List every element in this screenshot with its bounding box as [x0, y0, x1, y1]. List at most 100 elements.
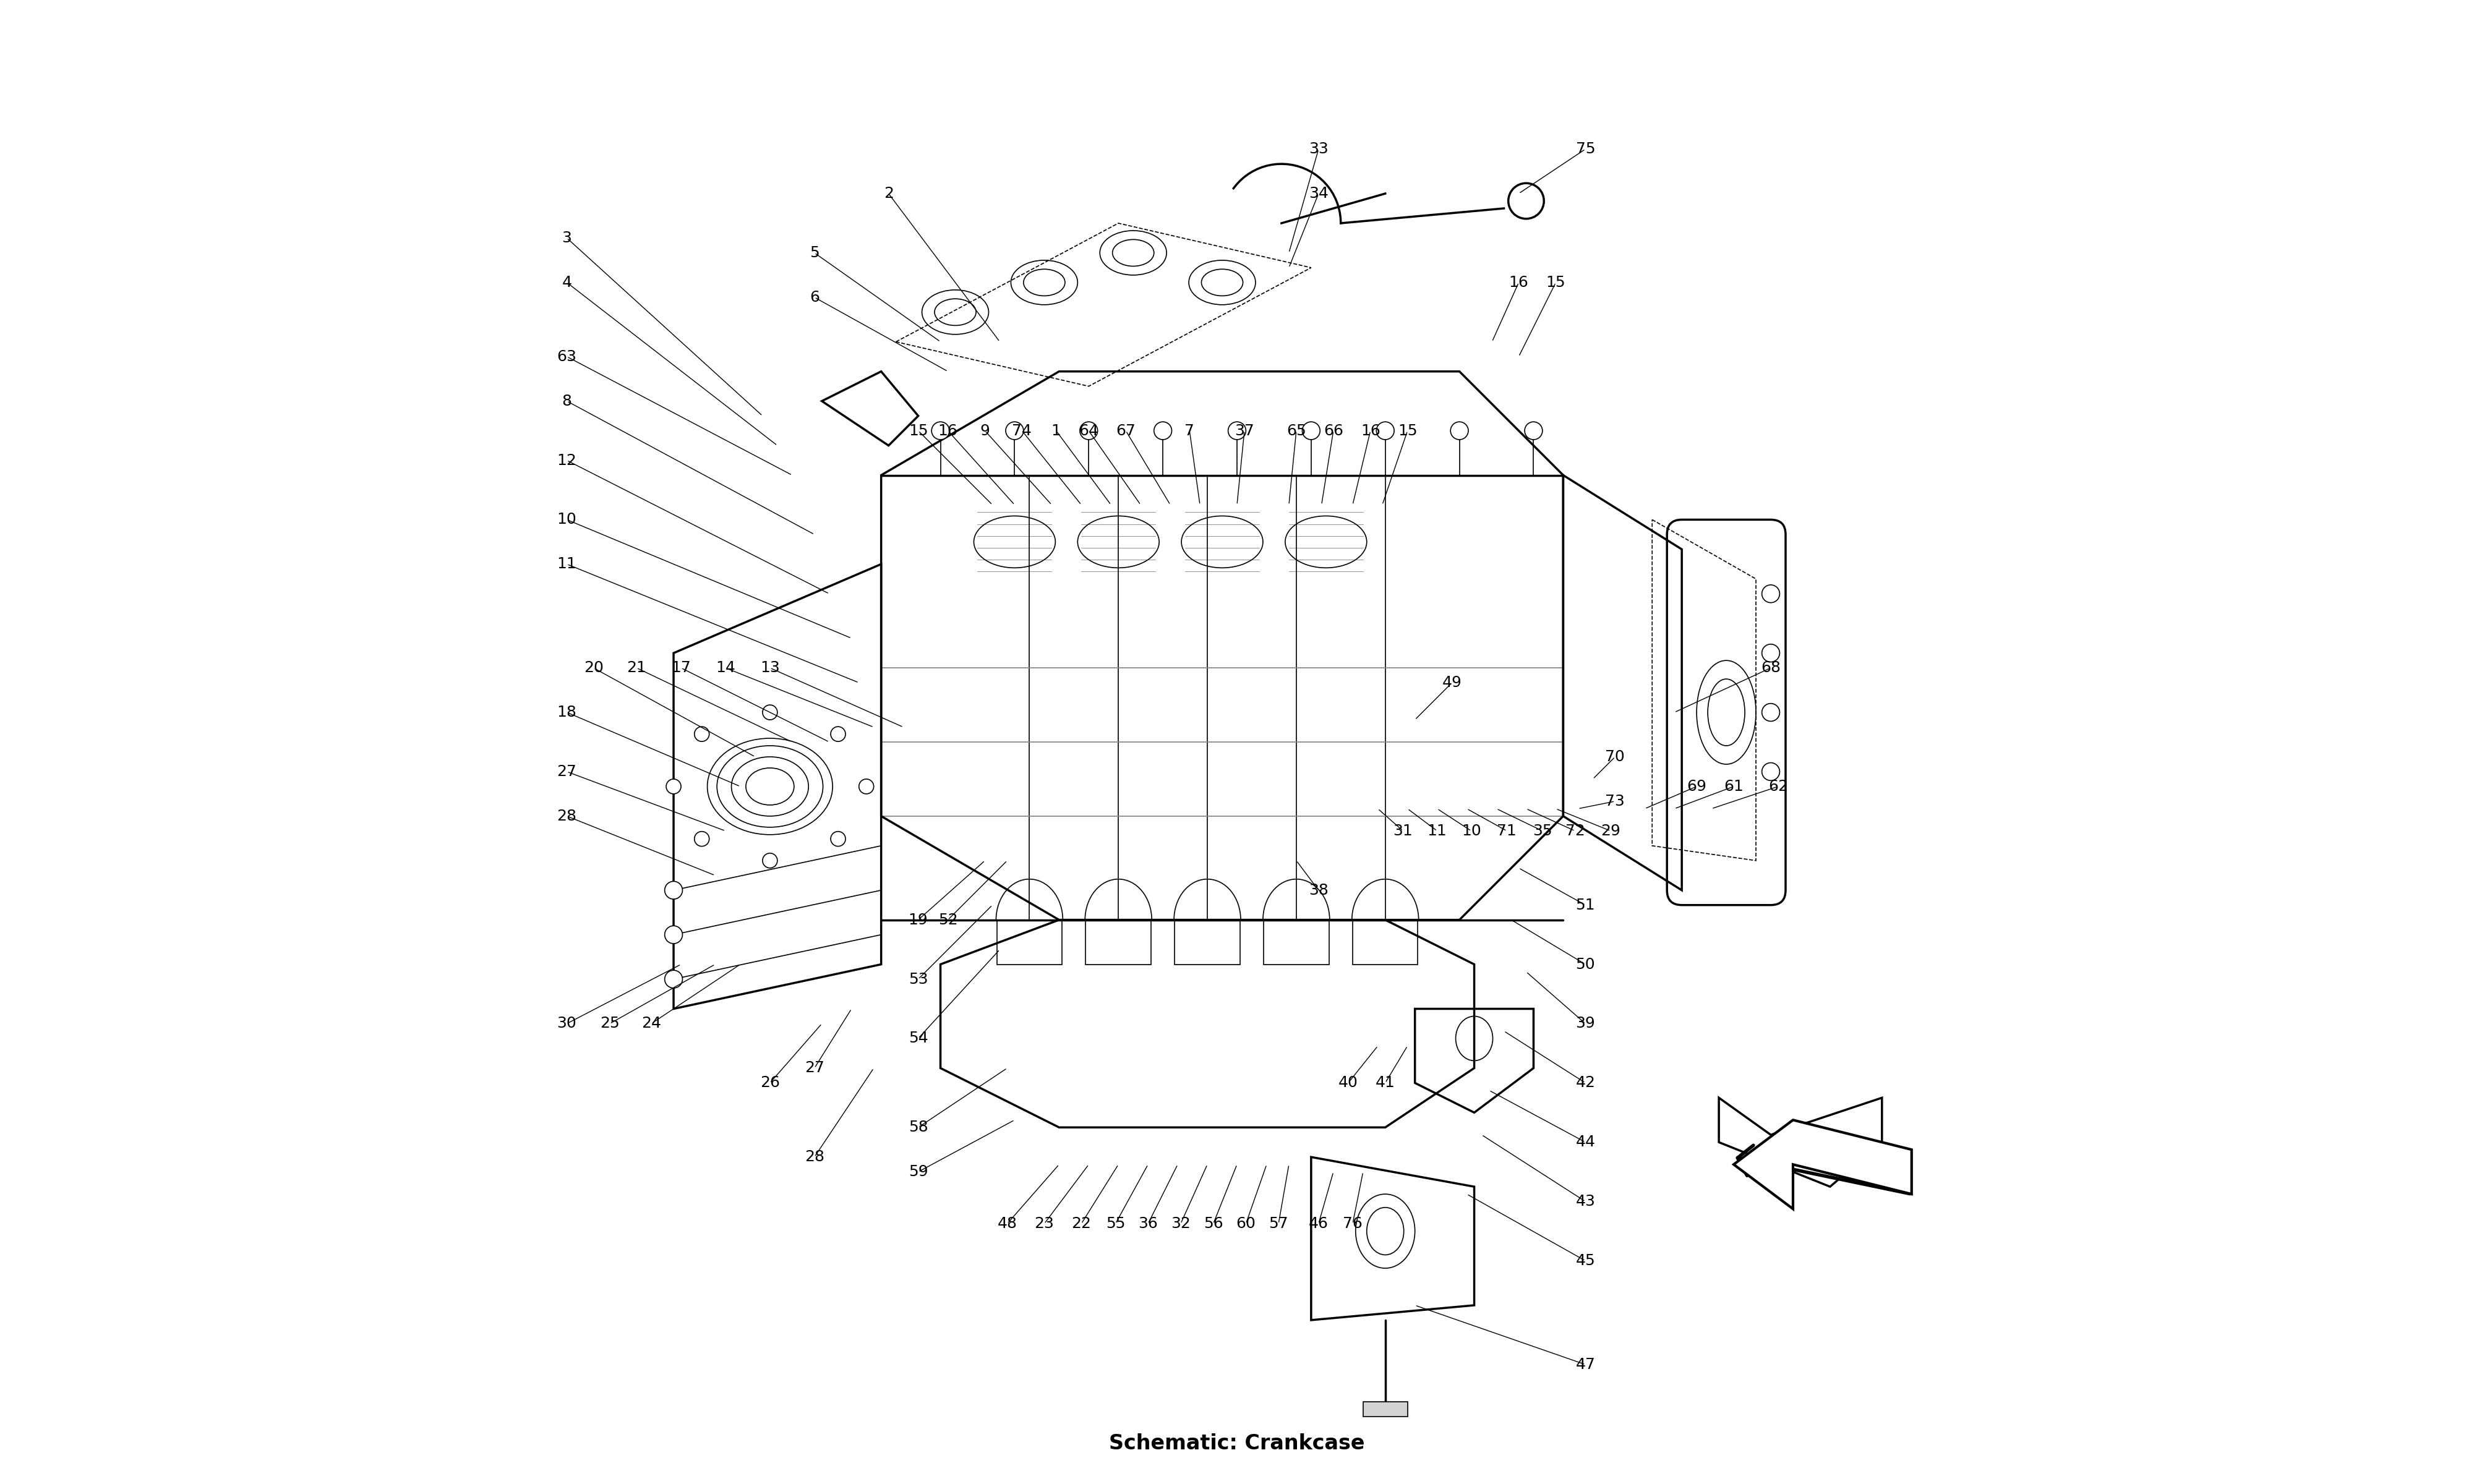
Text: 60: 60	[1237, 1217, 1257, 1232]
Text: 70: 70	[1606, 749, 1625, 764]
Text: 18: 18	[557, 705, 576, 720]
Text: 46: 46	[1309, 1217, 1329, 1232]
Polygon shape	[1363, 1401, 1408, 1416]
Text: 39: 39	[1576, 1017, 1596, 1031]
Circle shape	[1079, 421, 1098, 439]
Text: 50: 50	[1576, 957, 1596, 972]
Text: 13: 13	[760, 660, 779, 675]
Circle shape	[762, 853, 777, 868]
Text: 36: 36	[1138, 1217, 1158, 1232]
Text: 75: 75	[1576, 141, 1596, 156]
Text: 34: 34	[1309, 186, 1329, 200]
Text: 25: 25	[601, 1017, 618, 1031]
Circle shape	[1007, 421, 1024, 439]
Text: 54: 54	[908, 1031, 928, 1046]
Text: 45: 45	[1576, 1254, 1596, 1269]
Text: 23: 23	[1034, 1217, 1054, 1232]
Circle shape	[666, 971, 683, 988]
Text: 12: 12	[557, 453, 576, 467]
Text: 22: 22	[1071, 1217, 1091, 1232]
Text: 27: 27	[804, 1061, 824, 1076]
Text: 7: 7	[1185, 423, 1195, 438]
Circle shape	[1761, 644, 1779, 662]
Text: 27: 27	[557, 764, 576, 779]
Text: 11: 11	[1427, 824, 1447, 838]
Text: 63: 63	[557, 349, 576, 364]
Text: 29: 29	[1601, 824, 1620, 838]
Circle shape	[831, 831, 846, 846]
Text: 65: 65	[1286, 423, 1306, 438]
Text: 68: 68	[1761, 660, 1781, 675]
Text: 49: 49	[1442, 675, 1462, 690]
Text: 21: 21	[626, 660, 646, 675]
Circle shape	[695, 831, 710, 846]
Text: 15: 15	[1398, 423, 1418, 438]
Text: 47: 47	[1576, 1358, 1596, 1373]
Circle shape	[1450, 421, 1467, 439]
Text: 16: 16	[938, 423, 957, 438]
Text: 51: 51	[1576, 898, 1596, 913]
Text: 10: 10	[557, 512, 576, 527]
Circle shape	[1761, 703, 1779, 721]
Circle shape	[1761, 585, 1779, 603]
Text: 1: 1	[1051, 423, 1061, 438]
Text: 37: 37	[1235, 423, 1254, 438]
Text: 15: 15	[1546, 275, 1566, 289]
Text: 28: 28	[557, 809, 576, 824]
Text: 69: 69	[1687, 779, 1707, 794]
Text: 52: 52	[938, 913, 957, 927]
Text: 59: 59	[908, 1165, 928, 1180]
Text: 41: 41	[1376, 1076, 1395, 1091]
Circle shape	[1524, 421, 1541, 439]
Circle shape	[933, 421, 950, 439]
Text: 20: 20	[584, 660, 604, 675]
Text: 15: 15	[908, 423, 928, 438]
Circle shape	[1301, 421, 1321, 439]
Text: 4: 4	[562, 275, 571, 289]
Text: 48: 48	[997, 1217, 1017, 1232]
Text: 24: 24	[641, 1017, 661, 1031]
Text: 62: 62	[1769, 779, 1789, 794]
Text: 11: 11	[557, 556, 576, 571]
Text: 28: 28	[804, 1150, 824, 1165]
Text: 33: 33	[1309, 141, 1329, 156]
Text: 57: 57	[1269, 1217, 1289, 1232]
Text: 56: 56	[1202, 1217, 1222, 1232]
Text: 32: 32	[1170, 1217, 1190, 1232]
Text: 14: 14	[715, 660, 735, 675]
Circle shape	[1227, 421, 1247, 439]
Text: 44: 44	[1576, 1135, 1596, 1150]
Text: 31: 31	[1393, 824, 1413, 838]
Text: 5: 5	[809, 245, 819, 260]
Text: Schematic: Crankcase: Schematic: Crankcase	[1108, 1434, 1366, 1453]
Circle shape	[762, 705, 777, 720]
Text: 2: 2	[883, 186, 893, 200]
Text: 17: 17	[670, 660, 690, 675]
Text: 16: 16	[1361, 423, 1380, 438]
Text: 6: 6	[809, 289, 819, 304]
Text: 38: 38	[1309, 883, 1329, 898]
Circle shape	[666, 779, 680, 794]
Text: 16: 16	[1509, 275, 1529, 289]
Text: 72: 72	[1566, 824, 1586, 838]
Text: 66: 66	[1324, 423, 1343, 438]
Text: 30: 30	[557, 1017, 576, 1031]
Text: 9: 9	[980, 423, 990, 438]
Circle shape	[1153, 421, 1173, 439]
Text: 3: 3	[562, 230, 571, 245]
Text: 26: 26	[760, 1076, 779, 1091]
Text: 58: 58	[908, 1120, 928, 1135]
Text: 8: 8	[562, 393, 571, 408]
Text: 42: 42	[1576, 1076, 1596, 1091]
Polygon shape	[1734, 1120, 1912, 1209]
Circle shape	[1376, 421, 1395, 439]
Text: 61: 61	[1724, 779, 1744, 794]
Circle shape	[695, 727, 710, 742]
Text: 35: 35	[1534, 824, 1551, 838]
Text: 71: 71	[1497, 824, 1517, 838]
Circle shape	[858, 779, 873, 794]
Text: 53: 53	[908, 972, 928, 987]
Text: 73: 73	[1606, 794, 1625, 809]
Text: 67: 67	[1116, 423, 1136, 438]
Text: 76: 76	[1343, 1217, 1363, 1232]
